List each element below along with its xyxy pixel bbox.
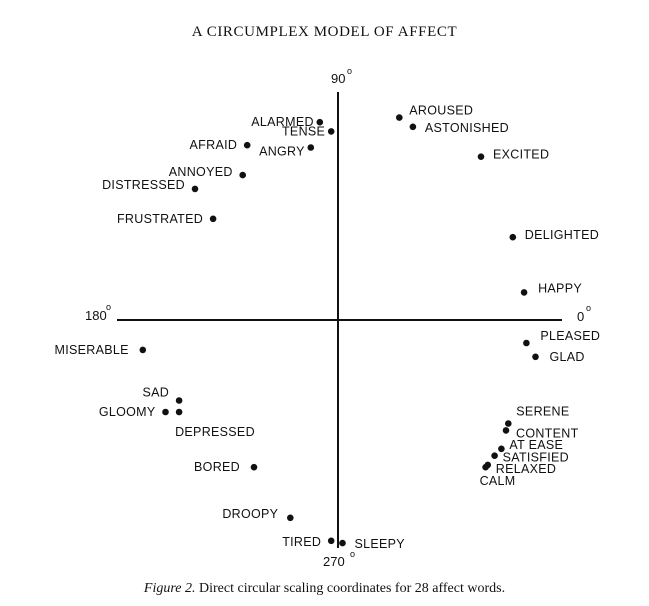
point-marker-content <box>502 427 510 434</box>
point-label-annoyed: ANNOYED <box>169 165 233 179</box>
point-marker-aroused <box>396 114 403 121</box>
point-marker-depressed <box>175 408 183 416</box>
point-marker-alarmed <box>316 118 324 126</box>
figure-caption: Figure 2. Direct circular scaling coordi… <box>0 581 649 597</box>
point-label-delighted: DELIGHTED <box>525 228 599 242</box>
axis-label-90: 90 <box>331 71 345 86</box>
point-label-pleased: PLEASED <box>540 329 600 343</box>
data-point-sleepy: SLEEPY <box>339 537 405 551</box>
point-marker-frustrated <box>209 215 217 223</box>
point-label-aroused: AROUSED <box>409 104 473 118</box>
point-marker-sad <box>175 397 183 404</box>
data-point-angry: ANGRY <box>259 144 315 159</box>
point-label-frustrated: FRUSTRATED <box>117 212 203 226</box>
point-label-content: CONTENT <box>516 426 579 440</box>
axis-label-270: 270 <box>323 554 345 569</box>
data-point-pleased: PLEASED <box>523 329 600 347</box>
point-label-tense: TENSE <box>282 124 325 138</box>
point-marker-distressed <box>191 185 199 193</box>
axis-label-180-degree: o <box>106 302 111 312</box>
point-marker-happy <box>520 289 528 296</box>
point-label-glad: GLAD <box>550 350 585 364</box>
point-marker-tired <box>327 537 335 545</box>
data-point-annoyed: ANNOYED <box>169 165 246 179</box>
axis-label-180: 180 <box>85 308 107 323</box>
axis-label-0: 0 <box>577 309 584 324</box>
caption-figure-label: Figure 2. <box>143 581 196 596</box>
data-point-calm: CALM <box>480 463 516 488</box>
point-label-astonished: ASTONISHED <box>425 121 509 135</box>
caption-text: Direct circular scaling coordinates for … <box>195 581 506 596</box>
point-marker-sleepy <box>339 539 346 547</box>
data-point-frustrated: FRUSTRATED <box>117 212 217 226</box>
point-marker-delighted <box>509 233 517 241</box>
point-marker-astonished <box>409 123 417 131</box>
point-marker-satisfied <box>491 452 498 460</box>
point-label-sleepy: SLEEPY <box>355 537 406 551</box>
point-label-at-ease: AT EASE <box>509 438 563 452</box>
axis-label-90-degree: o <box>347 66 352 76</box>
data-point-droopy: DROOPY <box>222 507 294 522</box>
point-label-miserable: MISERABLE <box>55 343 129 357</box>
data-point-glad: GLAD <box>532 350 585 364</box>
point-label-droopy: DROOPY <box>222 507 278 521</box>
data-point-tired: TIRED <box>282 535 335 549</box>
point-label-bored: BORED <box>194 460 240 474</box>
data-point-tense: TENSE <box>282 124 335 138</box>
point-marker-miserable <box>139 346 147 354</box>
point-label-distressed: DISTRESSED <box>102 178 185 192</box>
point-label-depressed: DEPRESSED <box>175 425 255 439</box>
point-label-serene: SERENE <box>516 405 569 419</box>
point-marker-angry <box>307 144 315 151</box>
point-label-tired: TIRED <box>282 535 321 549</box>
point-marker-calm <box>482 463 489 471</box>
point-marker-gloomy <box>162 408 169 416</box>
point-label-gloomy: GLOOMY <box>99 405 156 419</box>
point-marker-at-ease <box>498 445 505 453</box>
data-point-gloomy: GLOOMY <box>99 405 169 419</box>
point-label-happy: HAPPY <box>538 281 582 295</box>
data-point-afraid: AFRAID <box>190 138 251 152</box>
point-marker-droopy <box>287 514 294 522</box>
point-label-satisfied: SATISFIED <box>503 451 569 465</box>
point-marker-bored <box>250 463 258 471</box>
point-marker-serene <box>505 420 512 427</box>
point-marker-tense <box>327 128 335 135</box>
point-marker-afraid <box>243 141 251 149</box>
data-point-content: CONTENT <box>502 426 579 440</box>
point-marker-pleased <box>523 339 530 347</box>
axis-label-270-degree: o <box>350 549 355 559</box>
data-point-astonished: ASTONISHED <box>409 121 509 135</box>
point-label-afraid: AFRAID <box>190 138 238 152</box>
data-point-delighted: DELIGHTED <box>509 228 599 242</box>
point-label-calm: CALM <box>480 474 516 488</box>
data-point-serene: SERENE <box>505 405 569 427</box>
data-point-excited: EXCITED <box>477 148 549 162</box>
point-label-excited: EXCITED <box>493 148 549 162</box>
data-point-bored: BORED <box>194 460 258 474</box>
data-point-depressed: DEPRESSED <box>175 408 255 439</box>
point-label-angry: ANGRY <box>259 145 305 159</box>
point-label-relaxed: RELAXED <box>496 462 556 476</box>
data-point-distressed: DISTRESSED <box>102 178 199 193</box>
chart-title: A CIRCUMPLEX MODEL OF AFFECT <box>191 24 458 40</box>
data-point-happy: HAPPY <box>520 281 582 296</box>
data-point-satisfied: SATISFIED <box>491 451 569 465</box>
axis-label-0-degree: o <box>586 303 591 313</box>
point-marker-excited <box>477 153 485 160</box>
point-label-alarmed: ALARMED <box>251 115 314 129</box>
point-marker-annoyed <box>239 171 246 179</box>
data-point-sad: SAD <box>142 386 183 404</box>
data-point-at-ease: AT EASE <box>498 438 563 453</box>
data-point-aroused: AROUSED <box>396 104 473 121</box>
data-point-alarmed: ALARMED <box>251 115 324 129</box>
data-point-miserable: MISERABLE <box>55 343 147 357</box>
point-marker-glad <box>532 353 539 361</box>
point-label-sad: SAD <box>142 386 169 400</box>
